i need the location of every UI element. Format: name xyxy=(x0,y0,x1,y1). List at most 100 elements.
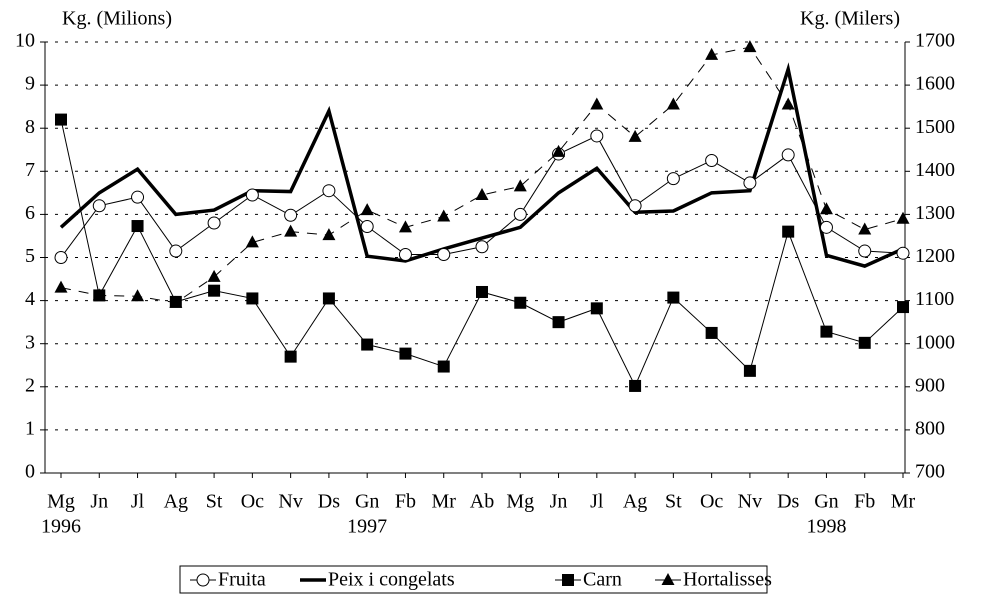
point xyxy=(207,269,221,282)
point xyxy=(476,285,488,298)
x-tick-label: Jn xyxy=(90,491,108,513)
y2-tick-label: 1000 xyxy=(915,331,955,353)
point xyxy=(284,208,298,222)
series-line xyxy=(60,46,904,304)
legend-box xyxy=(179,565,768,594)
x-tick-label: Mg xyxy=(47,491,75,513)
point xyxy=(705,326,718,339)
point xyxy=(552,144,566,157)
y2-tick-label: 700 xyxy=(915,461,945,483)
point xyxy=(743,364,756,377)
x-tick-label: Gn xyxy=(355,491,379,513)
point xyxy=(781,148,795,162)
point xyxy=(284,350,297,363)
legend-label: Peix i congelats xyxy=(328,569,455,591)
point xyxy=(705,47,719,60)
y2-tick-label: 1400 xyxy=(915,159,955,181)
point xyxy=(208,284,221,297)
point xyxy=(667,291,680,304)
y2-tick-label: 900 xyxy=(915,374,945,396)
point xyxy=(169,295,183,308)
y-tick-label: 3 xyxy=(25,331,35,353)
point xyxy=(131,289,145,302)
point xyxy=(361,338,374,351)
point xyxy=(55,113,67,126)
point xyxy=(897,301,909,314)
x-tick-label: Oc xyxy=(700,491,723,513)
x-tick-label: Nv xyxy=(738,491,762,513)
point xyxy=(398,220,412,233)
legend-marker xyxy=(562,574,574,586)
point xyxy=(54,280,68,293)
point xyxy=(781,97,795,110)
y-tick-label: 2 xyxy=(25,374,35,396)
x-tick-label: Ds xyxy=(777,491,799,513)
y2-tick-label: 1500 xyxy=(915,116,955,138)
point xyxy=(590,302,603,315)
y2-tick-label: 1100 xyxy=(915,288,954,310)
y-tick-label: 5 xyxy=(25,245,35,267)
point xyxy=(131,220,144,233)
point xyxy=(437,360,450,373)
x-year-label: 1997 xyxy=(347,516,387,538)
point xyxy=(245,235,259,248)
point xyxy=(666,97,680,110)
point xyxy=(705,154,719,168)
point xyxy=(246,292,259,305)
point xyxy=(590,129,604,143)
point xyxy=(819,202,833,215)
point xyxy=(92,199,106,213)
point xyxy=(360,219,374,233)
legend-label: Fruita xyxy=(218,569,266,591)
y-tick-label: 6 xyxy=(25,202,35,224)
y2-tick-label: 800 xyxy=(915,417,945,439)
x-tick-label: Mr xyxy=(891,491,916,513)
point xyxy=(245,188,259,202)
x-tick-label: Mg xyxy=(506,491,534,513)
x-tick-label: Jl xyxy=(131,491,145,513)
x-tick-label: Ds xyxy=(318,491,340,513)
point xyxy=(513,179,527,192)
y-tick-label: 9 xyxy=(25,73,35,95)
legend-label: Hortalisses xyxy=(683,569,772,591)
point xyxy=(552,316,565,329)
point xyxy=(858,244,872,258)
y-tick-label: 8 xyxy=(25,116,35,138)
x-tick-label: Mr xyxy=(432,491,457,513)
y-tick-label: 1 xyxy=(25,417,35,439)
x-tick-label: Jn xyxy=(550,491,568,513)
point xyxy=(322,292,335,305)
x-year-label: 1996 xyxy=(41,516,81,538)
point xyxy=(475,188,489,201)
point xyxy=(628,199,642,213)
point xyxy=(629,379,642,392)
point xyxy=(743,40,757,53)
x-tick-label: St xyxy=(206,491,223,513)
series-line xyxy=(59,62,904,268)
point xyxy=(820,325,833,338)
y-tick-label: 7 xyxy=(25,159,35,181)
x-tick-label: Gn xyxy=(814,491,838,513)
point xyxy=(475,240,489,254)
y2-tick-label: 1700 xyxy=(915,30,955,52)
x-tick-label: Jl xyxy=(590,491,604,513)
point xyxy=(590,97,604,110)
point xyxy=(514,296,527,309)
point xyxy=(666,172,680,186)
point xyxy=(896,246,910,260)
point xyxy=(322,184,336,198)
point xyxy=(92,288,106,301)
y-tick-label: 10 xyxy=(15,30,35,52)
point xyxy=(399,347,412,360)
x-tick-label: Fb xyxy=(854,491,875,513)
point xyxy=(54,251,68,264)
x-tick-label: St xyxy=(665,491,682,513)
point xyxy=(360,203,374,216)
legend-marker xyxy=(661,573,675,585)
y-tick-label: 4 xyxy=(25,288,35,310)
x-year-label: 1998 xyxy=(806,516,846,538)
point xyxy=(513,207,527,221)
y-axis-title: Kg. (Milions) xyxy=(62,8,172,30)
